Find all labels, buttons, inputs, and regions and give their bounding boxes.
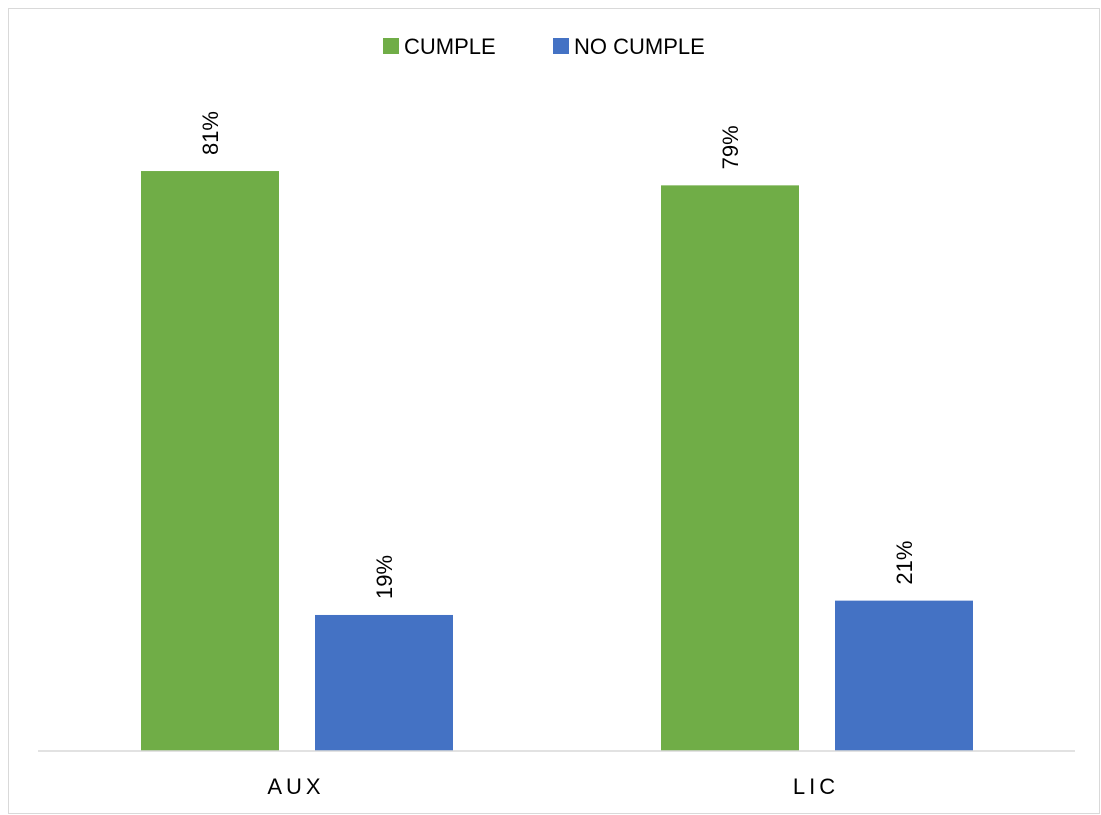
legend-label-no-cumple: NO CUMPLE	[574, 34, 705, 59]
data-label-cumple-aux: 81%	[198, 111, 223, 155]
data-label-no-cumple-aux: 19%	[372, 555, 397, 599]
bar-no-cumple-aux	[315, 614, 453, 751]
data-labels: 81% 79% 19% 21%	[198, 111, 917, 599]
legend: CUMPLE NO CUMPLE	[383, 34, 705, 59]
bar-no-cumple-lic	[835, 600, 973, 751]
bar-cumple-lic	[661, 185, 799, 752]
data-label-cumple-lic: 79%	[718, 125, 743, 169]
category-label-lic: LIC	[793, 774, 839, 799]
data-label-no-cumple-lic: 21%	[892, 541, 917, 585]
legend-label-cumple: CUMPLE	[404, 34, 496, 59]
legend-swatch-no-cumple	[553, 38, 569, 54]
bar-cumple-aux	[141, 171, 279, 752]
legend-swatch-cumple	[383, 38, 399, 54]
category-label-aux: AUX	[267, 774, 324, 799]
bars	[141, 171, 973, 752]
category-labels: AUX LIC	[267, 774, 839, 799]
